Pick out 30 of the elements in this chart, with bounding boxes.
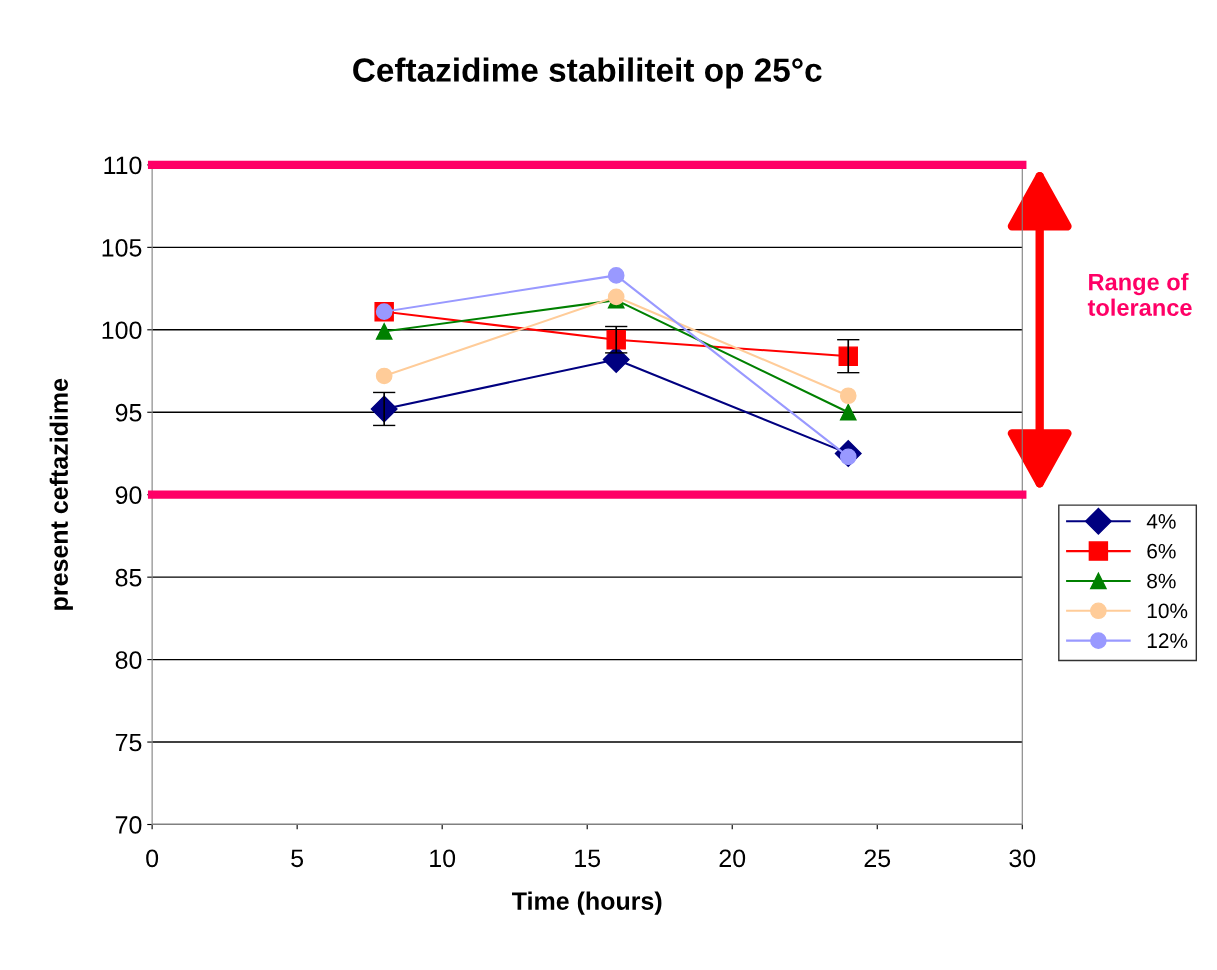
legend-label: 4% <box>1146 514 1176 529</box>
x-tick-label: 15 <box>575 849 601 868</box>
legend-label: 10% <box>1147 603 1188 619</box>
x-tick-label: 10 <box>430 849 456 868</box>
y-axis-title: present ceftazidime <box>49 378 73 610</box>
text: Range of tolerance <box>1087 273 1192 316</box>
x-axis-title: Time (hours) <box>512 891 662 915</box>
y-tick-label: 110 <box>104 156 142 175</box>
y-tick-label: 70 <box>115 816 142 834</box>
legend-label: 6% <box>1147 543 1176 559</box>
point <box>375 323 393 340</box>
x-tick-label: 30 <box>1009 849 1036 868</box>
chart-title: Ceftazidime stabiliteit op 25°c <box>353 57 822 89</box>
legend-label: 8% <box>1147 573 1176 589</box>
point <box>607 267 625 284</box>
y-tick-label: 90 <box>115 486 142 504</box>
y-tick-label: 85 <box>115 568 142 587</box>
x-tick-label: 5 <box>291 849 304 868</box>
x-tick-label: 20 <box>719 849 746 868</box>
y-tick-label: 75 <box>115 733 142 752</box>
point <box>375 367 393 385</box>
y-tick-label: 80 <box>115 651 142 669</box>
point <box>839 403 857 421</box>
point <box>839 387 857 405</box>
legend-label: 12% <box>1147 633 1188 649</box>
y-tick-label: 105 <box>102 238 142 257</box>
x-tick-label: 25 <box>864 849 891 868</box>
x-tick-label: 0 <box>146 849 159 868</box>
y-tick-label: 100 <box>102 321 142 340</box>
y-tick-label: 95 <box>115 403 142 422</box>
